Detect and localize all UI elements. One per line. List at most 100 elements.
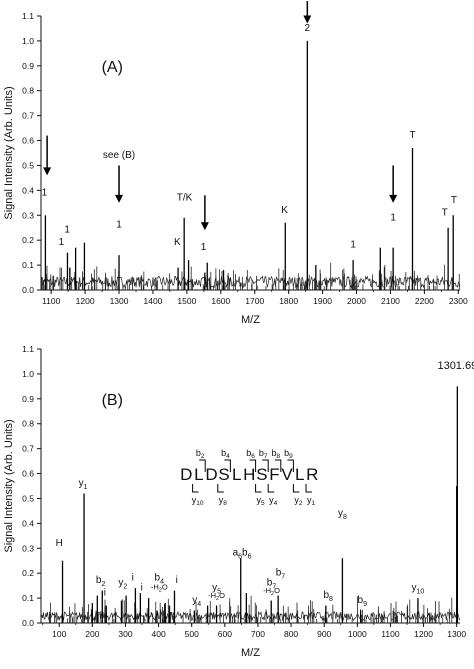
sequence-residue: H	[243, 465, 255, 484]
b-ion-label: b9	[284, 448, 293, 460]
peak-annotation: 1	[64, 225, 70, 236]
x-tick-label: 1800	[279, 296, 298, 306]
sequence-residue: S	[256, 465, 267, 484]
peak-annotation: b2	[96, 575, 106, 588]
y-tick-label: 0.9	[22, 61, 34, 71]
y-tick-label: 1.1	[22, 11, 34, 21]
peak-annotation: y8	[338, 508, 347, 521]
y-tick-label: 0.1	[22, 593, 34, 603]
y-ion-bracket	[217, 484, 224, 493]
x-tick-label: 1000	[348, 629, 367, 639]
y-tick-label: 0.5	[22, 160, 34, 170]
sequence-residue: F	[269, 465, 279, 484]
peak-annotation: see (B)	[103, 150, 135, 161]
y-axis-label: Signal Intensity (Arb. Units)	[3, 86, 15, 219]
peak-annotation: -H2O	[263, 586, 280, 597]
x-tick-label: 2000	[347, 296, 366, 306]
y-tick-label: 0.0	[22, 285, 34, 295]
y-tick-label: 0.0	[22, 618, 34, 628]
y-ion-bracket	[192, 484, 199, 493]
noise-floor	[40, 595, 461, 623]
y-axis-label: Signal Intensity (Arb. Units)	[3, 419, 15, 552]
x-tick-label: 600	[218, 629, 232, 639]
x-tick-label: 300	[118, 629, 132, 639]
x-tick-label: 1600	[211, 296, 230, 306]
y-ion-bracket	[267, 484, 275, 493]
noise-trace	[40, 610, 461, 622]
annotation-arrowhead	[303, 15, 312, 24]
peak-annotation: 2	[305, 23, 311, 34]
peak-annotation: y1	[79, 478, 88, 491]
y-ion-bracket	[255, 484, 262, 493]
y-tick-label: 0.3	[22, 210, 34, 220]
sequence-residue: L	[232, 465, 241, 484]
x-tick-label: 1400	[143, 296, 162, 306]
y-tick-label: 0.2	[22, 235, 34, 245]
y-tick-label: 0.3	[22, 543, 34, 553]
x-axis-label: M/Z	[241, 314, 260, 326]
peak-annotation: 1	[42, 187, 48, 198]
peak-annotation: -H2O	[208, 591, 225, 602]
y-ion-label: y1	[307, 495, 316, 507]
y-tick-label: 0.5	[22, 493, 34, 503]
peak-annotation: T	[442, 207, 448, 218]
noise-floor	[40, 262, 461, 290]
peak-annotation: b8	[323, 590, 333, 603]
peak-annotation: b4	[155, 573, 165, 586]
x-tick-label: 200	[85, 629, 99, 639]
y-tick-label: 1.1	[22, 344, 34, 354]
y-tick-label: 0.8	[22, 86, 34, 96]
annotation-arrowhead	[115, 194, 124, 203]
peak-annotation: T	[451, 195, 457, 206]
peak-annotation: 1	[201, 242, 207, 253]
sequence-residue: R	[306, 465, 318, 484]
x-tick-label: 1300	[110, 296, 129, 306]
peak-annotation: T/K	[177, 192, 193, 203]
b-ion-label: b4	[221, 448, 230, 460]
x-tick-label: 2100	[381, 296, 400, 306]
b-ion-bracket	[249, 459, 257, 472]
x-tick-label: 2200	[415, 296, 434, 306]
y-tick-label: 0.7	[22, 444, 34, 454]
peak-annotation: i	[132, 573, 134, 584]
y-tick-label: 0.6	[22, 136, 34, 146]
sequence-residue: L	[194, 465, 203, 484]
y-ion-label: y4	[269, 495, 278, 507]
noise-trace	[40, 275, 461, 289]
peak-annotation: b7	[276, 568, 286, 581]
x-axis-label: M/Z	[241, 647, 260, 659]
y-tick-label: 0.2	[22, 568, 34, 578]
annotation-arrowhead	[43, 167, 52, 176]
peak-annotation: y5	[212, 583, 221, 596]
b-ion-label: b8	[271, 448, 280, 460]
x-tick-label: 1200	[76, 296, 95, 306]
peak-annotation: i	[176, 575, 178, 586]
y-tick-label: 0.7	[22, 111, 34, 121]
peak-annotation: i	[141, 583, 143, 594]
sequence-residue: D	[205, 465, 217, 484]
x-tick-label: 900	[317, 629, 331, 639]
annotation-arrowhead	[200, 222, 209, 231]
sequence-residue: V	[281, 465, 293, 484]
y-tick-label: 1.0	[22, 36, 34, 46]
b-ion-bracket	[274, 459, 282, 472]
sequence-residue: L	[295, 465, 304, 484]
peak-annotation: -H2O	[151, 582, 168, 593]
panel-b: 0.0 0.1 0.2 0.3 0.4 0.5 0.6 0.7 0.8 0.9 1.0 1.1 100 2…	[3, 344, 474, 659]
x-tick-label: 400	[151, 629, 165, 639]
peak-annotation: K	[281, 205, 288, 216]
peak-annotation: H	[56, 538, 63, 549]
y-tick-label: 0.4	[22, 185, 34, 195]
b-ion-bracket	[262, 459, 269, 472]
b-ion-label: b6	[246, 448, 255, 460]
x-tick-label: 1100	[381, 629, 400, 639]
panel-label: (B)	[102, 392, 123, 409]
annotation-arrowhead	[389, 194, 398, 203]
b-ion-label: b7	[259, 448, 268, 460]
peak-annotation: y4	[192, 595, 201, 608]
b-ion-bracket	[199, 459, 206, 472]
y-tick-label: 0.1	[22, 260, 34, 270]
y-ion-label: y5	[257, 495, 266, 507]
